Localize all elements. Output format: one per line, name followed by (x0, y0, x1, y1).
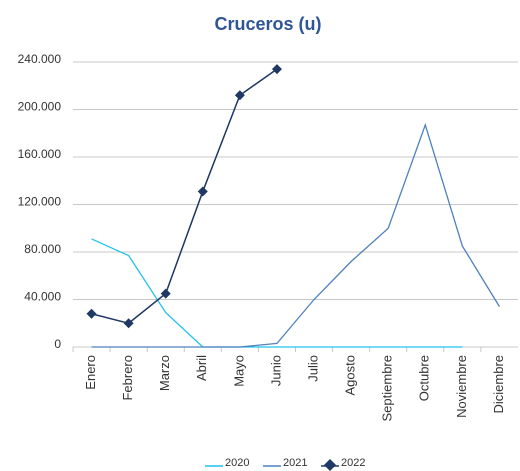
x-tick-label: Agosto (343, 355, 358, 395)
y-tick-label: 40.000 (24, 290, 61, 304)
x-tick-label: Enero (83, 355, 98, 390)
point-marker (123, 318, 134, 329)
x-tick-label: Febrero (120, 355, 135, 401)
legend-label: 2022 (341, 457, 365, 469)
x-tick-label: Junio (268, 355, 283, 386)
x-tick-label: Mayo (231, 355, 246, 387)
point-marker (160, 288, 171, 299)
legend-label: 2020 (225, 457, 249, 469)
y-tick-label: 160.000 (18, 147, 62, 161)
y-tick-label: 0 (54, 337, 61, 351)
series-line (91, 68, 278, 325)
legend-label: 2021 (283, 457, 307, 469)
chart-title: Cruceros (u) (214, 14, 321, 34)
y-tick-label: 80.000 (24, 242, 61, 256)
y-tick-label: 200.000 (18, 100, 62, 114)
series-line (91, 238, 463, 348)
legend-marker (324, 459, 336, 471)
y-tick-label: 120.000 (18, 195, 62, 209)
x-tick-label: Abril (194, 355, 209, 381)
series-line (91, 122, 501, 348)
point-marker (86, 308, 97, 319)
x-tick-label: Diciembre (491, 355, 506, 414)
x-tick-label: Noviembre (454, 355, 469, 418)
point-marker (197, 186, 208, 197)
y-tick-label: 240.000 (18, 52, 62, 66)
point-marker (271, 64, 282, 75)
x-tick-label: Septiembre (380, 355, 395, 421)
x-tick-label: Julio (305, 355, 320, 382)
x-tick-label: Octubre (417, 355, 432, 401)
point-marker (234, 90, 245, 101)
x-tick-label: Marzo (157, 355, 172, 391)
